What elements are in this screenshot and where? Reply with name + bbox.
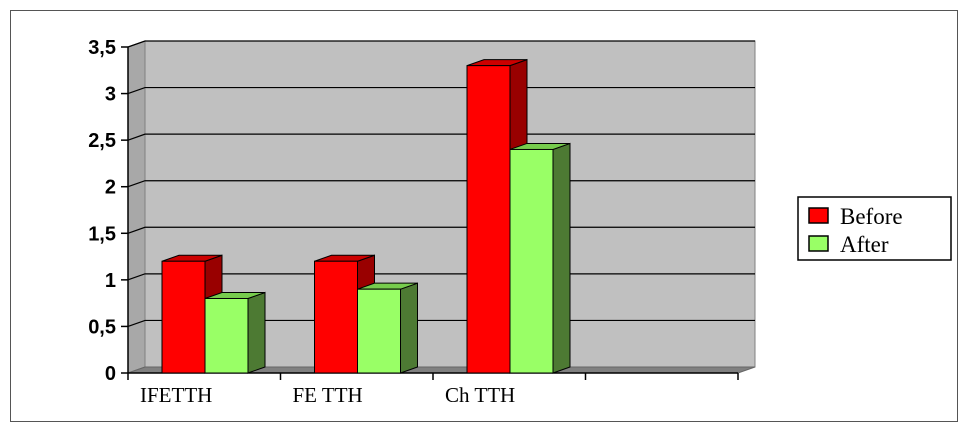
y-tick-label: 3,5	[88, 37, 116, 59]
bar-front	[509, 148, 554, 374]
legend-label-after: After	[840, 232, 889, 257]
bar-after-2	[509, 142, 571, 374]
bars	[161, 58, 571, 374]
legend: Before After	[797, 196, 952, 261]
bar-front	[466, 65, 511, 374]
x-tick-labels: IFETTH FE TTH Ch TTH	[140, 383, 515, 407]
plot-area	[127, 40, 756, 374]
grid-line	[127, 40, 755, 48]
legend-swatch-before	[808, 207, 829, 224]
bar-front	[161, 260, 206, 374]
bar-after-1	[357, 282, 418, 374]
bar-front	[357, 288, 401, 374]
grid-line	[127, 86, 755, 95]
bar-front	[314, 260, 358, 374]
bar-side	[552, 142, 571, 374]
y-tick-label: 0,5	[88, 316, 116, 338]
legend-swatch-after	[808, 235, 829, 252]
y-tick-label: 1,5	[88, 223, 116, 245]
legend-label-before: Before	[840, 204, 903, 229]
bar-side	[400, 282, 418, 374]
y-tick-label: 2,5	[88, 130, 116, 152]
y-tick-label: 1	[105, 270, 116, 292]
x-tick-label: Ch TTH	[445, 383, 515, 407]
y-tick-label: 0	[105, 363, 116, 385]
grid-line	[127, 133, 755, 141]
bar-after-0	[204, 291, 266, 374]
x-tick-label: IFETTH	[140, 383, 212, 407]
y-tick-label: 2	[105, 177, 116, 199]
x-tick-label: FE TTH	[293, 383, 363, 407]
y-tick-labels: 0 0,5 1 1,5 2 2,5 3 3,5	[88, 37, 116, 385]
y-tick-label: 3	[105, 84, 116, 106]
bar-side	[247, 291, 266, 374]
bar-front	[204, 297, 249, 374]
